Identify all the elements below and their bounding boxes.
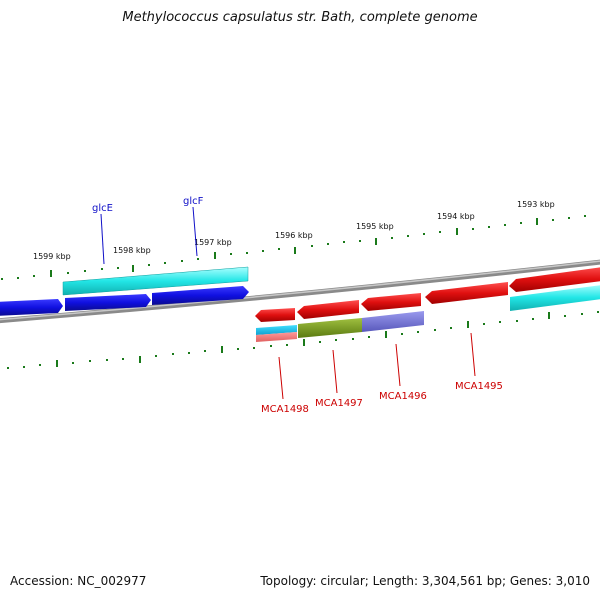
gene-label-MCA1498[interactable]: MCA1498 <box>261 404 309 415</box>
tick-label-1593: 1593 kbp <box>517 200 555 209</box>
gene-label-glcE[interactable]: glcE <box>92 203 113 214</box>
gene-label-glcF[interactable]: glcF <box>183 196 204 207</box>
inner-tick-row <box>7 311 599 369</box>
MCA1496-leader <box>395 343 401 387</box>
gene-reverse-6[interactable] <box>509 266 600 292</box>
map-title: Methylococcus capsulatus str. Bath, comp… <box>122 10 478 25</box>
gene-glcE[interactable] <box>65 294 151 311</box>
gene-glcF[interactable] <box>152 286 249 305</box>
gene-reverse-MCA1495[interactable] <box>425 282 508 304</box>
glcF-leader <box>192 206 198 257</box>
MCA1495-leader <box>470 332 476 377</box>
topology-text: Topology: circular; Length: 3,304,561 bp… <box>260 574 590 588</box>
MCA1498-leader <box>278 356 284 400</box>
feature-MCA1498-pink[interactable] <box>256 332 297 342</box>
gene-label-MCA1496[interactable]: MCA1496 <box>379 391 427 402</box>
glcE-leader <box>100 213 105 265</box>
tick-label-1598: 1598 kbp <box>113 246 151 255</box>
genome-backbone <box>0 259 600 324</box>
gene-reverse-MCA1498[interactable] <box>255 308 295 322</box>
feature-reverse-cyan[interactable] <box>510 284 600 311</box>
genome-backbone-highlight <box>0 260 600 321</box>
feature-MCA1497-green[interactable] <box>298 318 362 338</box>
gene-glcE-cds[interactable] <box>62 266 249 296</box>
tick-label-1597: 1597 kbp <box>194 238 232 247</box>
feature-MCA1498-cyan[interactable] <box>256 325 297 335</box>
tick-label-1596: 1596 kbp <box>275 231 313 240</box>
outer-tick-row <box>1 215 586 280</box>
gene-label-MCA1495[interactable]: MCA1495 <box>455 381 503 392</box>
tick-label-1595: 1595 kbp <box>356 222 394 231</box>
accession-text: Accession: NC_002977 <box>10 574 147 588</box>
gene-forward-1[interactable] <box>0 299 63 316</box>
MCA1497-leader <box>332 349 338 394</box>
tick-label-1594: 1594 kbp <box>437 212 475 221</box>
tick-label-1599: 1599 kbp <box>33 252 71 261</box>
gene-reverse-MCA1497[interactable] <box>297 300 359 319</box>
gene-reverse-MCA1496[interactable] <box>361 293 421 311</box>
feature-MCA1496-purple[interactable] <box>362 311 424 332</box>
gene-label-MCA1497[interactable]: MCA1497 <box>315 398 363 409</box>
